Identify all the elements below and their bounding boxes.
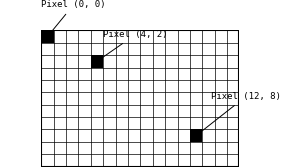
Text: Pixel (12, 8): Pixel (12, 8) [198, 92, 281, 134]
Text: Pixel (4, 2): Pixel (4, 2) [99, 30, 168, 60]
Bar [190, 130, 202, 142]
Text: Pixel (0, 0): Pixel (0, 0) [41, 0, 106, 34]
Bar [91, 55, 103, 68]
Bar [41, 30, 54, 43]
